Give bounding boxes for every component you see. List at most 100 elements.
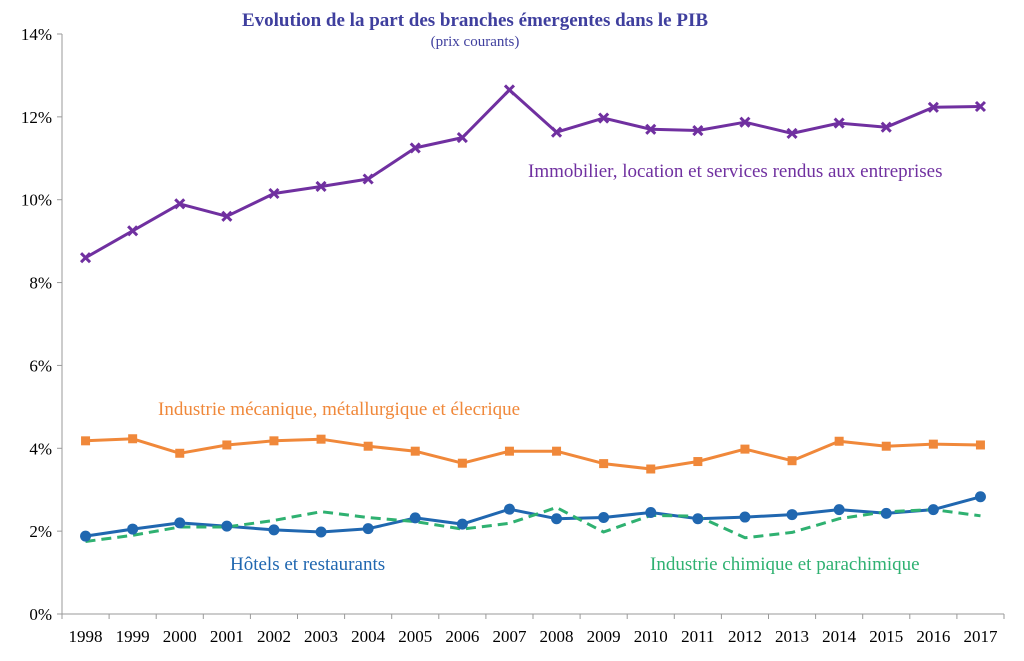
- data-point: [268, 524, 280, 536]
- data-point: [504, 446, 514, 456]
- data-point: [550, 126, 563, 138]
- data-point: [693, 457, 703, 467]
- data-point: [880, 507, 892, 519]
- data-point: [974, 100, 987, 113]
- data-point: [456, 132, 468, 144]
- x-tick-label: 2007: [492, 627, 527, 646]
- y-tick-label: 14%: [21, 25, 52, 44]
- x-tick-label: 2017: [963, 627, 998, 646]
- data-point: [740, 444, 750, 454]
- data-point: [268, 187, 280, 200]
- y-tick-label: 8%: [29, 274, 52, 293]
- data-point: [645, 507, 657, 518]
- data-point: [457, 458, 467, 468]
- data-point: [221, 520, 233, 532]
- x-tick-label: 2004: [351, 627, 386, 646]
- data-point: [787, 456, 797, 466]
- data-point: [692, 124, 704, 137]
- data-point: [175, 448, 185, 458]
- series-lines: [84, 88, 981, 543]
- data-point: [409, 512, 421, 524]
- x-axis-ticks: 1998 1999 2000 2001 2002 2003 2004 2005 2006 2007…: [61, 614, 1005, 646]
- data-point: [363, 441, 373, 451]
- chart-subtitle: (prix courants): [431, 34, 520, 50]
- data-point: [599, 459, 609, 469]
- chart-title: Evolution de la part des branches émerge…: [242, 10, 708, 31]
- x-tick-label: 2014: [822, 627, 857, 646]
- data-point: [786, 127, 798, 139]
- data-point: [410, 446, 420, 456]
- data-point: [269, 436, 279, 446]
- data-point: [552, 446, 562, 456]
- data-point: [646, 464, 656, 474]
- data-point: [974, 491, 986, 503]
- y-tick-label: 2%: [29, 522, 52, 541]
- series-label-industrie-chimique: Industrie chimique et parachimique: [650, 554, 920, 575]
- data-point: [128, 434, 138, 444]
- data-point: [598, 511, 610, 523]
- x-tick-label: 1998: [69, 627, 103, 646]
- data-point: [645, 123, 657, 135]
- y-axis-ticks: 0% 2% 4% 6% 8% 10% 12% 14%: [21, 25, 62, 624]
- x-tick-label: 2001: [210, 627, 244, 646]
- data-point: [80, 530, 92, 542]
- data-point: [833, 504, 845, 516]
- y-tick-label: 10%: [21, 191, 52, 210]
- data-point: [222, 440, 232, 450]
- series-line: [84, 88, 981, 260]
- data-point: [834, 436, 844, 446]
- data-point: [739, 511, 751, 523]
- x-tick-label: 2005: [398, 627, 432, 646]
- x-tick-label: 2011: [681, 627, 714, 646]
- data-point: [81, 436, 91, 446]
- series-line: [85, 437, 981, 471]
- data-point: [833, 117, 845, 129]
- x-tick-label: 2013: [775, 627, 809, 646]
- x-tick-label: 2012: [728, 627, 762, 646]
- data-point: [551, 513, 563, 525]
- x-tick-label: 2002: [257, 627, 291, 646]
- series-label-industrie-mecanique: Industrie mécanique, métallurgique et él…: [158, 399, 520, 420]
- data-point: [315, 180, 327, 193]
- data-point: [362, 523, 374, 535]
- x-tick-label: 2000: [163, 627, 197, 646]
- data-point: [786, 509, 798, 521]
- series-line: [85, 506, 981, 543]
- x-tick-label: 2008: [540, 627, 574, 646]
- data-point: [174, 517, 186, 529]
- data-point: [975, 440, 985, 450]
- data-point: [456, 518, 468, 530]
- data-point: [316, 434, 326, 444]
- y-tick-label: 12%: [21, 108, 52, 127]
- series-label-hotels: Hôtels et restaurants: [230, 554, 385, 575]
- x-tick-label: 2003: [304, 627, 338, 646]
- x-tick-label: 2006: [445, 627, 479, 646]
- data-point: [927, 504, 939, 516]
- y-tick-label: 4%: [29, 439, 52, 458]
- data-point: [927, 101, 939, 113]
- data-point: [739, 116, 751, 128]
- data-point: [315, 526, 327, 538]
- data-point: [79, 252, 92, 264]
- x-tick-label: 2015: [869, 627, 903, 646]
- data-point: [127, 523, 139, 535]
- y-tick-label: 0%: [29, 605, 52, 624]
- y-tick-label: 6%: [29, 356, 52, 375]
- data-point: [362, 173, 374, 185]
- x-tick-label: 1999: [116, 627, 150, 646]
- data-point: [503, 84, 516, 96]
- x-tick-label: 2010: [634, 627, 668, 646]
- data-point: [174, 198, 186, 210]
- data-point: [598, 112, 610, 124]
- data-point: [221, 210, 233, 222]
- data-point: [692, 513, 704, 525]
- data-point: [880, 121, 892, 133]
- data-point: [503, 503, 515, 515]
- series-label-immobilier: Immobilier, location et services rendus …: [528, 161, 942, 182]
- data-point: [409, 142, 421, 154]
- x-tick-label: 2009: [587, 627, 621, 646]
- data-point: [881, 441, 891, 451]
- x-tick-label: 2016: [916, 627, 950, 646]
